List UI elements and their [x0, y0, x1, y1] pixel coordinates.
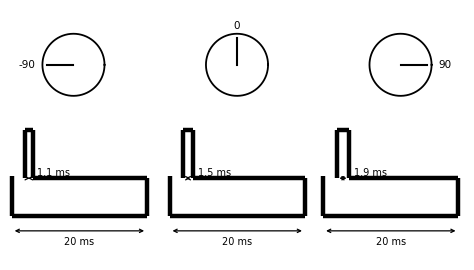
- Text: 20 ms: 20 ms: [222, 237, 252, 247]
- Text: -90: -90: [18, 60, 35, 70]
- Text: 90: 90: [439, 60, 452, 70]
- Text: 20 ms: 20 ms: [376, 237, 406, 247]
- Text: 20 ms: 20 ms: [64, 237, 94, 247]
- Text: 0: 0: [234, 21, 240, 31]
- Text: 1.9 ms: 1.9 ms: [354, 168, 387, 178]
- Text: 1.1 ms: 1.1 ms: [37, 168, 70, 178]
- Text: 1.5 ms: 1.5 ms: [198, 168, 231, 178]
